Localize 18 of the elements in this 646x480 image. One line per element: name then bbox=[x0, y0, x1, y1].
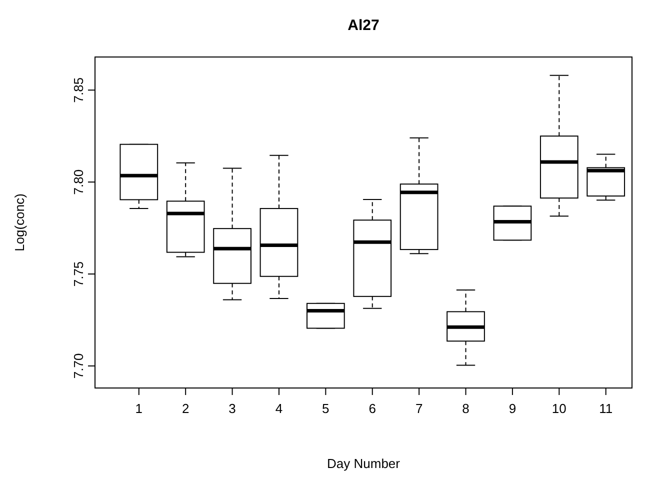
y-axis-title: Log(conc) bbox=[12, 194, 27, 252]
x-tick-label: 3 bbox=[228, 401, 236, 416]
x-tick-label: 10 bbox=[552, 401, 566, 416]
y-tick-label: 7.80 bbox=[71, 169, 86, 195]
x-tick-label: 1 bbox=[135, 401, 143, 416]
x-tick-label: 6 bbox=[368, 401, 376, 416]
x-tick-label: 8 bbox=[462, 401, 470, 416]
x-tick-label: 2 bbox=[182, 401, 190, 416]
x-tick-label: 9 bbox=[508, 401, 516, 416]
chart-title: Al27 bbox=[348, 17, 380, 34]
y-tick-label: 7.70 bbox=[71, 353, 86, 379]
x-tick-label: 7 bbox=[415, 401, 423, 416]
x-tick-label: 4 bbox=[275, 401, 283, 416]
y-tick-label: 7.85 bbox=[71, 77, 86, 103]
x-axis-title: Day Number bbox=[327, 456, 401, 471]
y-tick-label: 7.75 bbox=[71, 261, 86, 287]
x-tick-label: 11 bbox=[599, 401, 613, 416]
x-tick-label: 5 bbox=[322, 401, 330, 416]
